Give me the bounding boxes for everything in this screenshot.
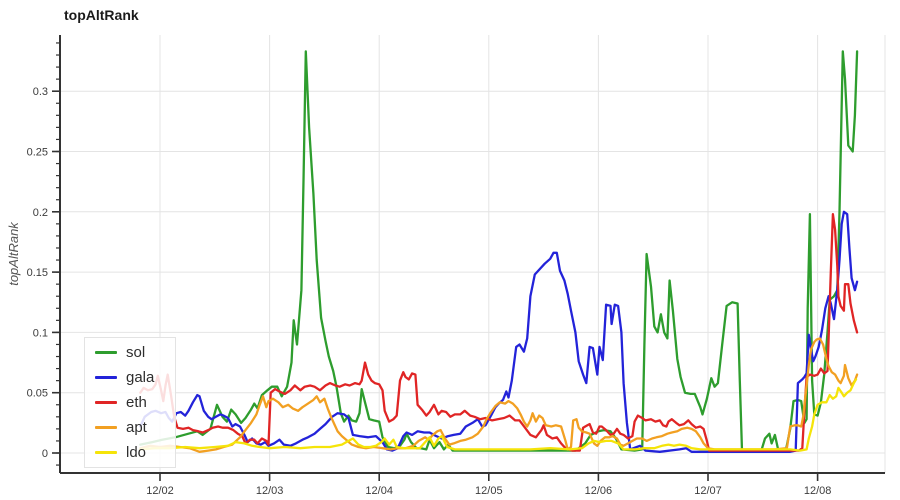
x-tick-label: 12/03 xyxy=(256,485,284,497)
legend-label-sol: sol xyxy=(126,344,146,361)
legend-label-eth: eth xyxy=(126,394,147,411)
x-tick-label: 12/04 xyxy=(365,485,393,497)
legend-swatch-sol xyxy=(95,351,117,354)
series-line-ldo xyxy=(139,378,858,452)
y-tick-label: 0.2 xyxy=(33,207,48,219)
legend-swatch-apt xyxy=(95,426,117,429)
y-tick-label: 0.05 xyxy=(27,388,48,400)
legend-item-gala: gala xyxy=(95,365,175,390)
legend-item-eth: eth xyxy=(95,390,175,415)
legend-item-ldo: ldo xyxy=(95,440,175,465)
x-tick-label: 12/08 xyxy=(804,485,832,497)
y-tick-label: 0.1 xyxy=(33,327,48,339)
legend-swatch-gala xyxy=(95,376,117,379)
x-tick-label: 12/06 xyxy=(585,485,613,497)
x-tick-label: 12/05 xyxy=(475,485,503,497)
chart-title: topAltRank xyxy=(64,7,139,23)
x-tick-label: 12/02 xyxy=(146,485,174,497)
legend-label-apt: apt xyxy=(126,419,147,436)
series-line-apt xyxy=(139,337,859,453)
series-line-sol xyxy=(139,50,859,452)
legend-item-apt: apt xyxy=(95,415,175,440)
y-tick-label: 0.25 xyxy=(27,147,48,159)
legend-swatch-ldo xyxy=(95,451,117,454)
y-tick-label: 0 xyxy=(42,448,48,460)
y-tick-label: 0.15 xyxy=(27,267,48,279)
legend-swatch-eth xyxy=(95,401,117,404)
legend-item-sol: sol xyxy=(95,340,175,365)
y-tick-label: 0.3 xyxy=(33,86,48,98)
legend-label-ldo: ldo xyxy=(126,444,147,461)
legend-label-gala: gala xyxy=(126,369,155,386)
series-line-eth xyxy=(139,213,859,452)
legend: sol gala eth apt ldo xyxy=(84,337,176,468)
x-tick-label: 12/07 xyxy=(694,485,722,497)
